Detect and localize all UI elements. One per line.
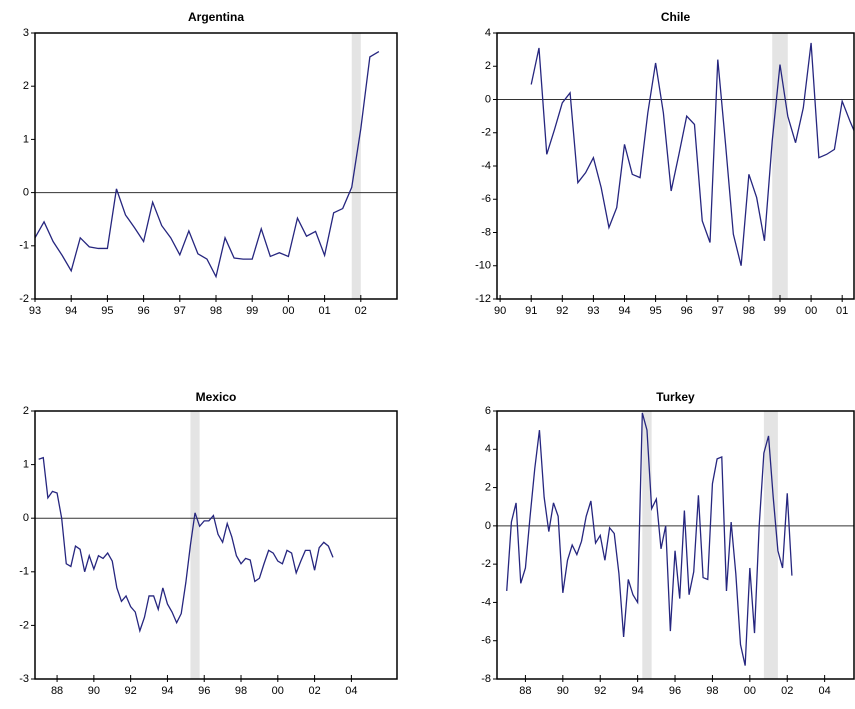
x-tick-label: 91 — [525, 305, 537, 317]
panel: Chile -12 -10 -8 -6 -4 -2 0 2 4 90 91 92 93 94 95 96 97 98… — [475, 10, 855, 317]
data-line — [530, 42, 854, 266]
y-tick-label: 4 — [485, 443, 491, 455]
x-tick-label: 97 — [712, 305, 724, 317]
plot-frame — [496, 410, 855, 680]
y-tick-label: -2 — [481, 558, 491, 570]
plot-frame — [34, 410, 398, 680]
shaded-region — [763, 411, 778, 679]
x-tick-label: 88 — [519, 685, 531, 697]
x-tick-label: 90 — [557, 685, 569, 697]
x-tick-label: 98 — [706, 685, 718, 697]
x-tick-label: 99 — [246, 305, 258, 317]
x-tick-label: 90 — [494, 305, 506, 317]
x-tick-label: 96 — [137, 305, 149, 317]
y-tick-label: -10 — [475, 260, 491, 272]
panel: Mexico -3 -2 -1 0 1 2 88 90 92 94 96 98 00 02 04 — [19, 390, 398, 697]
y-tick-label: 0 — [485, 93, 491, 105]
data-line — [35, 51, 380, 279]
shaded-region — [642, 411, 652, 679]
plot-frame — [34, 32, 398, 300]
y-tick-label: -2 — [19, 619, 29, 631]
x-tick-label: 90 — [88, 685, 100, 697]
x-tick-label: 98 — [743, 305, 755, 317]
y-tick-label: 3 — [23, 27, 29, 39]
y-tick-label: -1 — [19, 566, 29, 578]
chart-title: Mexico — [196, 390, 237, 404]
data-line — [38, 456, 334, 634]
y-tick-label: 0 — [23, 512, 29, 524]
y-tick-label: -12 — [475, 293, 491, 305]
chart-title: Turkey — [656, 390, 695, 404]
y-tick-label: 1 — [23, 133, 29, 145]
y-tick-label: -4 — [481, 160, 491, 172]
shaded-region — [772, 33, 788, 299]
x-tick-label: 96 — [669, 685, 681, 697]
y-tick-label: -2 — [19, 293, 29, 305]
x-tick-label: 00 — [282, 305, 294, 317]
x-tick-label: 00 — [744, 685, 756, 697]
x-tick-label: 97 — [174, 305, 186, 317]
x-tick-label: 98 — [210, 305, 222, 317]
x-tick-label: 94 — [632, 685, 644, 697]
y-tick-label: 4 — [485, 27, 491, 39]
x-tick-label: 02 — [781, 685, 793, 697]
y-tick-label: 2 — [23, 80, 29, 92]
y-tick-label: 0 — [23, 187, 29, 199]
y-tick-label: -8 — [481, 673, 491, 685]
y-tick-label: -8 — [481, 226, 491, 238]
y-tick-label: -6 — [481, 193, 491, 205]
y-tick-label: -6 — [481, 635, 491, 647]
y-tick-label: 0 — [485, 520, 491, 532]
chart-title: Chile — [661, 10, 691, 24]
x-tick-label: 94 — [618, 305, 630, 317]
x-tick-label: 92 — [125, 685, 137, 697]
y-tick-label: 1 — [23, 459, 29, 471]
x-tick-label: 01 — [318, 305, 330, 317]
x-tick-label: 98 — [235, 685, 247, 697]
x-tick-label: 92 — [594, 685, 606, 697]
x-tick-label: 95 — [101, 305, 113, 317]
data-line — [506, 412, 793, 666]
x-tick-label: 04 — [345, 685, 357, 697]
shaded-region — [190, 411, 200, 679]
x-tick-label: 94 — [161, 685, 173, 697]
x-tick-label: 92 — [556, 305, 568, 317]
plot-frame — [496, 32, 855, 300]
y-tick-label: 2 — [485, 481, 491, 493]
y-tick-label: -4 — [481, 596, 491, 608]
x-tick-label: 00 — [805, 305, 817, 317]
x-tick-label: 96 — [198, 685, 210, 697]
y-tick-label: 2 — [23, 405, 29, 417]
shaded-region — [351, 33, 361, 299]
x-tick-label: 00 — [272, 685, 284, 697]
x-tick-label: 95 — [649, 305, 661, 317]
x-tick-label: 02 — [308, 685, 320, 697]
chart-title: Argentina — [188, 10, 244, 24]
y-tick-label: -2 — [481, 127, 491, 139]
x-tick-label: 93 — [587, 305, 599, 317]
x-tick-label: 96 — [681, 305, 693, 317]
x-tick-label: 01 — [836, 305, 848, 317]
x-tick-label: 04 — [819, 685, 831, 697]
x-tick-label: 94 — [65, 305, 77, 317]
y-tick-label: -3 — [19, 673, 29, 685]
y-tick-label: -1 — [19, 240, 29, 252]
x-tick-label: 88 — [51, 685, 63, 697]
x-tick-label: 02 — [355, 305, 367, 317]
y-tick-label: 6 — [485, 405, 491, 417]
x-tick-label: 93 — [29, 305, 41, 317]
x-tick-label: 99 — [774, 305, 786, 317]
y-tick-label: 2 — [485, 60, 491, 72]
